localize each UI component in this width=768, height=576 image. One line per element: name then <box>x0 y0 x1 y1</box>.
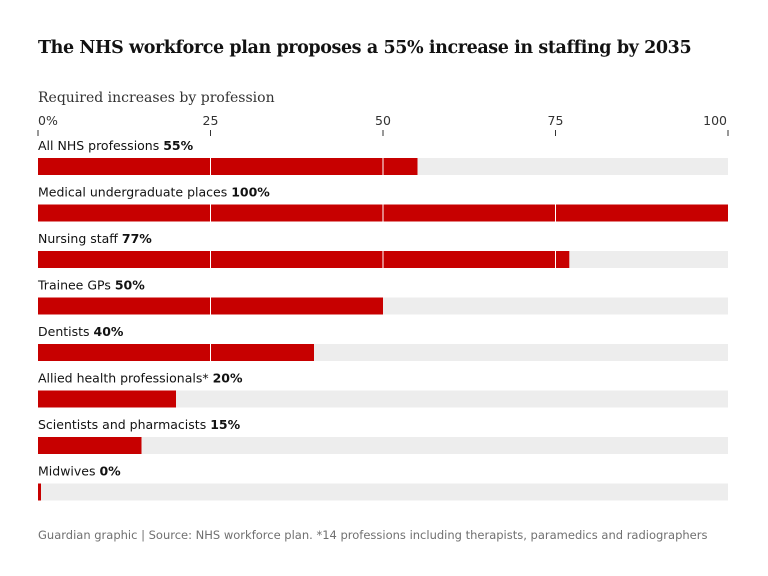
chart-subtitle: Required increases by profession <box>38 90 275 106</box>
data-label: 50% <box>115 278 145 293</box>
category-name: Trainee GPs <box>37 278 115 293</box>
category-name: Midwives <box>38 464 99 479</box>
tick-label: 25 <box>203 113 219 128</box>
category-label: Allied health professionals* 20% <box>38 371 243 386</box>
bar <box>38 251 570 268</box>
tick-label: 50 <box>375 113 391 128</box>
bar-track <box>38 483 728 501</box>
bar <box>38 483 41 501</box>
category-label: Scientists and pharmacists 15% <box>38 417 241 432</box>
bar <box>38 344 314 361</box>
category-name: Nursing staff <box>38 231 122 246</box>
category-name: All NHS professions <box>38 138 163 153</box>
data-label: 40% <box>94 324 124 339</box>
category-name: Medical undergraduate places <box>38 185 231 200</box>
category-label: Trainee GPs 50% <box>37 278 145 293</box>
category-name: Dentists <box>38 324 94 339</box>
data-label: 20% <box>213 371 243 386</box>
bar-track <box>38 390 728 408</box>
bar <box>38 437 142 454</box>
data-label: 100% <box>231 185 270 200</box>
data-label: 77% <box>122 231 152 246</box>
bar-track <box>38 437 728 454</box>
tick-label: 75 <box>548 113 564 128</box>
source-note: Guardian graphic | Source: NHS workforce… <box>38 528 708 542</box>
tick-label: 100 <box>703 113 727 128</box>
data-label: 55% <box>163 138 193 153</box>
category-label: All NHS professions 55% <box>38 138 194 153</box>
bar <box>38 158 418 175</box>
category-label: Nursing staff 77% <box>38 231 152 246</box>
tick-label: 0% <box>38 113 58 128</box>
bar <box>38 390 176 408</box>
bar-chart: 0% 25 50 75 100 All NHS professions 55% Medica… <box>37 113 729 501</box>
category-label: Midwives 0% <box>38 464 121 479</box>
data-label: 15% <box>210 417 240 432</box>
data-label: 0% <box>99 464 121 479</box>
category-label: Dentists 40% <box>38 324 124 339</box>
category-name: Allied health professionals* <box>38 371 213 386</box>
category-name: Scientists and pharmacists <box>38 417 210 432</box>
chart-title: The NHS workforce plan proposes a 55% in… <box>38 38 692 58</box>
category-label: Medical undergraduate places 100% <box>38 185 270 200</box>
